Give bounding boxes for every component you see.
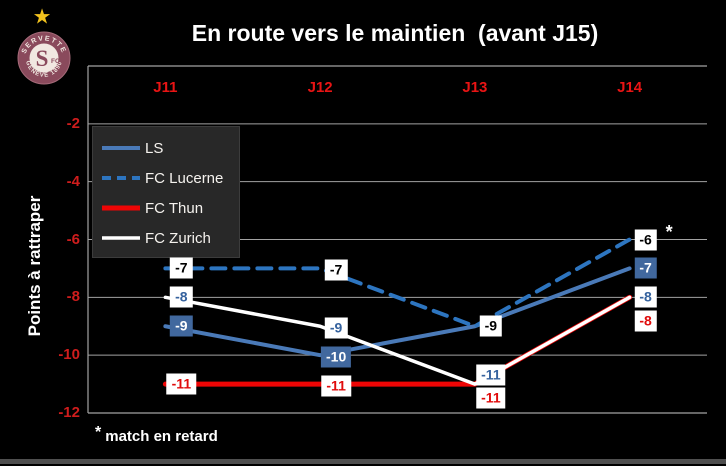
data-label-lucerne-J13: -9 bbox=[479, 315, 503, 337]
legend-label-zurich: FC Zurich bbox=[145, 229, 211, 247]
footnote-text: match en retard bbox=[105, 428, 218, 445]
y-tick-label: -8 bbox=[66, 288, 80, 306]
plot-border bbox=[87, 65, 707, 414]
series-line-lucerne bbox=[163, 237, 632, 329]
y-tick-label: -4 bbox=[66, 172, 80, 190]
x-category-label: J13 bbox=[462, 79, 488, 96]
x-category-label: J12 bbox=[307, 79, 333, 96]
legend-swatch-lucerne bbox=[102, 176, 140, 180]
legend-label-thun: FC Thun bbox=[145, 199, 204, 217]
x-category-label: J14 bbox=[617, 79, 643, 96]
series-line-zurich bbox=[163, 295, 632, 386]
legend-item-thun: FC Thun bbox=[101, 193, 239, 223]
y-tick-label: -2 bbox=[66, 114, 80, 132]
data-label-zurich-J12: -9 bbox=[324, 317, 348, 339]
legend-item-zurich: FC Zurich bbox=[101, 223, 239, 253]
svg-text:S: S bbox=[36, 46, 49, 71]
bottom-gray-bar bbox=[0, 459, 726, 464]
legend-item-lucerne: FC Lucerne bbox=[101, 163, 239, 193]
data-label-zurich-J13: -11 bbox=[476, 364, 506, 386]
y-tick-label: -12 bbox=[58, 404, 80, 421]
y-tick-label: -6 bbox=[66, 230, 80, 248]
legend-label-lucerne: FC Lucerne bbox=[145, 169, 224, 187]
footnote-asterisk: * bbox=[95, 424, 102, 441]
y-tick-label: -10 bbox=[58, 346, 80, 364]
data-label-lucerne-J12: -7 bbox=[324, 259, 348, 281]
legend-label-ls: LS bbox=[145, 139, 164, 157]
data-label-thun-J11: -11 bbox=[166, 373, 197, 395]
x-category-label: J11 bbox=[153, 79, 178, 96]
series-line-ls bbox=[163, 266, 632, 358]
chart-legend: LS FC Lucerne FC Thun FC Zurich bbox=[92, 126, 240, 258]
data-label-thun-J13: -11 bbox=[476, 387, 506, 409]
data-label-thun-J14: -8 bbox=[634, 310, 657, 332]
data-label-lucerne-J11: -7 bbox=[170, 257, 193, 279]
gold-star-icon: ★ bbox=[32, 5, 52, 29]
data-label-ls-J12: -10 bbox=[321, 346, 352, 368]
footnote: * match en retard bbox=[95, 424, 218, 445]
legend-swatch-thun bbox=[102, 205, 140, 211]
data-label-ls-J14: -7 bbox=[634, 257, 657, 279]
legend-swatch-zurich bbox=[102, 236, 140, 240]
late-match-asterisk: * bbox=[665, 221, 673, 242]
data-label-zurich-J14: -8 bbox=[634, 286, 657, 308]
svg-text:FC: FC bbox=[51, 58, 60, 65]
servette-logo: SERVETTE GENEVE 1890 S FC bbox=[17, 31, 71, 85]
data-label-thun-J12: -11 bbox=[321, 375, 351, 397]
chart-title: En route vers le maintien (avant J15) bbox=[191, 20, 599, 46]
data-label-ls-J11: -9 bbox=[170, 315, 193, 337]
legend-item-ls: LS bbox=[101, 133, 239, 163]
legend-swatch-ls bbox=[102, 146, 140, 150]
data-label-zurich-J11: -8 bbox=[170, 286, 193, 308]
data-label-lucerne-J14: -6 bbox=[634, 229, 657, 250]
